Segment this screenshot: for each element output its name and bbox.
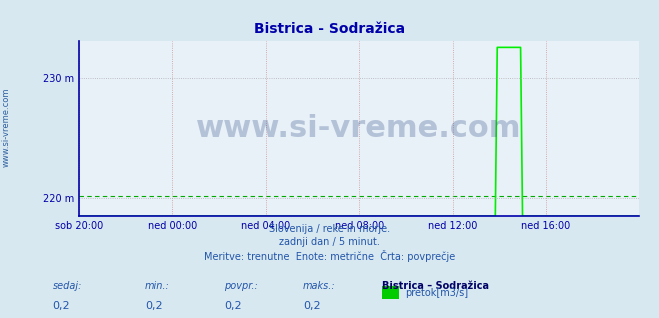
Text: 0,2: 0,2	[224, 301, 242, 310]
Text: www.si-vreme.com: www.si-vreme.com	[196, 114, 522, 143]
Text: min.:: min.:	[145, 281, 170, 291]
Text: Bistrica - Sodražica: Bistrica - Sodražica	[254, 22, 405, 36]
Text: pretok[m3/s]: pretok[m3/s]	[405, 287, 469, 298]
Text: 0,2: 0,2	[145, 301, 163, 310]
Text: 0,2: 0,2	[303, 301, 321, 310]
Text: Slovenija / reke in morje.: Slovenija / reke in morje.	[269, 224, 390, 234]
Text: maks.:: maks.:	[303, 281, 336, 291]
Text: Bistrica – Sodražica: Bistrica – Sodražica	[382, 281, 489, 291]
Text: povpr.:: povpr.:	[224, 281, 258, 291]
Text: 0,2: 0,2	[53, 301, 71, 310]
Text: Meritve: trenutne  Enote: metrične  Črta: povprečje: Meritve: trenutne Enote: metrične Črta: …	[204, 250, 455, 262]
Text: sedaj:: sedaj:	[53, 281, 82, 291]
Text: www.si-vreme.com: www.si-vreme.com	[2, 87, 11, 167]
Text: zadnji dan / 5 minut.: zadnji dan / 5 minut.	[279, 237, 380, 247]
